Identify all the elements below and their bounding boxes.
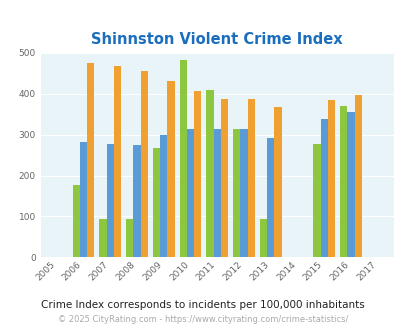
Bar — [354, 95, 361, 257]
Bar — [140, 71, 147, 257]
Bar — [220, 99, 228, 257]
Bar — [126, 219, 133, 257]
Bar — [113, 66, 121, 257]
Bar — [194, 91, 201, 257]
Bar — [167, 81, 174, 257]
Title: Shinnston Violent Crime Index: Shinnston Violent Crime Index — [91, 32, 342, 48]
Bar — [133, 145, 140, 257]
Text: Crime Index corresponds to incidents per 100,000 inhabitants: Crime Index corresponds to incidents per… — [41, 300, 364, 310]
Bar — [347, 112, 354, 257]
Bar — [179, 60, 186, 257]
Bar — [87, 63, 94, 257]
Bar — [240, 128, 247, 257]
Bar — [247, 99, 254, 257]
Bar — [186, 128, 194, 257]
Bar — [80, 143, 87, 257]
Text: © 2025 CityRating.com - https://www.cityrating.com/crime-statistics/: © 2025 CityRating.com - https://www.city… — [58, 315, 347, 324]
Bar — [320, 119, 327, 257]
Bar — [106, 144, 113, 257]
Bar — [206, 90, 213, 257]
Bar — [232, 128, 240, 257]
Bar — [152, 148, 160, 257]
Bar — [339, 106, 347, 257]
Bar — [327, 100, 334, 257]
Bar — [72, 184, 80, 257]
Bar — [266, 138, 274, 257]
Bar — [274, 107, 281, 257]
Bar — [259, 219, 266, 257]
Bar — [213, 128, 220, 257]
Bar — [313, 144, 320, 257]
Bar — [99, 219, 106, 257]
Bar — [160, 135, 167, 257]
